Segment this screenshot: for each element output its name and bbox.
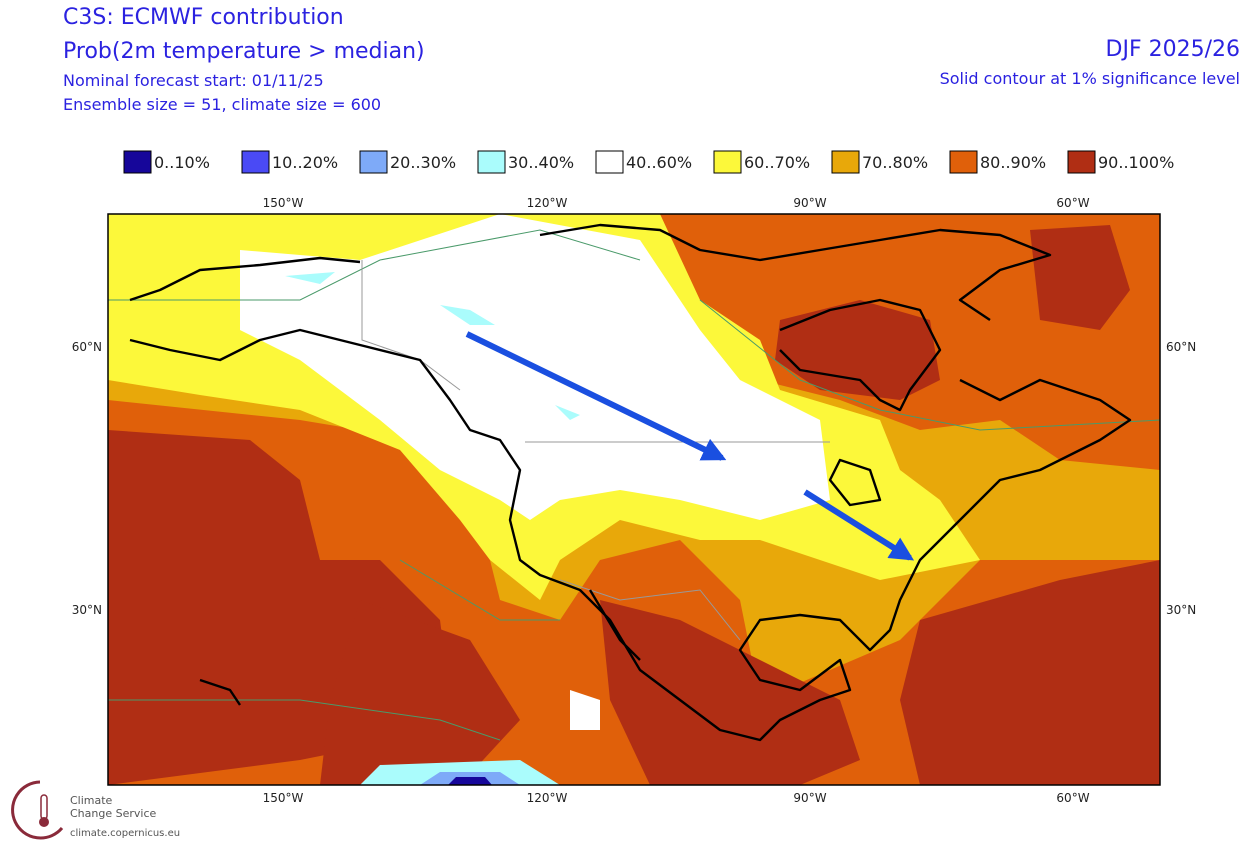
- ensemble: Ensemble size = 51, climate size = 600: [63, 95, 381, 114]
- lon-label: 120°W: [527, 791, 568, 805]
- lon-label: 120°W: [527, 196, 568, 210]
- legend-label: 20..30%: [390, 153, 456, 172]
- lon-label: 60°W: [1056, 196, 1089, 210]
- legend-swatch: [241, 150, 270, 174]
- legend-label: 70..80%: [862, 153, 928, 172]
- field-90-100: [1030, 225, 1130, 330]
- lat-label: 60°N: [1166, 340, 1196, 354]
- lat-label: 60°N: [72, 340, 102, 354]
- lon-label: 150°W: [263, 196, 304, 210]
- legend-label: 30..40%: [508, 153, 574, 172]
- legend-label: 60..70%: [744, 153, 810, 172]
- lon-label: 90°W: [793, 196, 826, 210]
- legend-swatch: [1067, 150, 1096, 174]
- title: C3S: ECMWF contribution: [63, 5, 344, 30]
- legend-swatch: [595, 150, 624, 174]
- legend-swatch: [831, 150, 860, 174]
- legend-swatch: [477, 150, 506, 174]
- logo: Climate Change Service climate.copernicu…: [11, 780, 180, 840]
- field-90-100: [900, 560, 1160, 785]
- forecast-start: Nominal forecast start: 01/11/25: [63, 71, 324, 90]
- legend-swatch: [123, 150, 152, 174]
- lat-label: 30°N: [72, 603, 102, 617]
- significance: Solid contour at 1% significance level: [940, 69, 1240, 88]
- legend-label: 80..90%: [980, 153, 1046, 172]
- subtitle: Prob(2m temperature > median): [63, 39, 425, 64]
- legend-label: 10..20%: [272, 153, 338, 172]
- lon-label: 60°W: [1056, 791, 1089, 805]
- lon-label: 150°W: [263, 791, 304, 805]
- lat-label: 30°N: [1166, 603, 1196, 617]
- logo-url: climate.copernicus.eu: [70, 828, 180, 839]
- field-90-100: [600, 600, 860, 785]
- logo-text: Climate: [70, 794, 113, 807]
- legend-swatch: [359, 150, 388, 174]
- legend-swatch: [949, 150, 978, 174]
- season: DJF 2025/26: [1106, 37, 1240, 62]
- map-frame: [107, 213, 1161, 786]
- legend: 0..10% 10..20% 20..30% 30..40% 40..60% 60..70…: [123, 150, 1174, 174]
- map: [108, 214, 1160, 785]
- legend-label: 40..60%: [626, 153, 692, 172]
- field-0-10: [448, 777, 492, 785]
- arrow: [803, 489, 915, 561]
- field-40-60: [570, 690, 600, 730]
- lon-label: 90°W: [793, 791, 826, 805]
- field-90-100: [320, 600, 520, 785]
- arrow: [465, 331, 727, 461]
- logo-text: Change Service: [70, 807, 156, 820]
- field-90-100: [775, 300, 940, 400]
- legend-swatch: [713, 150, 742, 174]
- legend-label: 0..10%: [154, 153, 210, 172]
- legend-label: 90..100%: [1098, 153, 1174, 172]
